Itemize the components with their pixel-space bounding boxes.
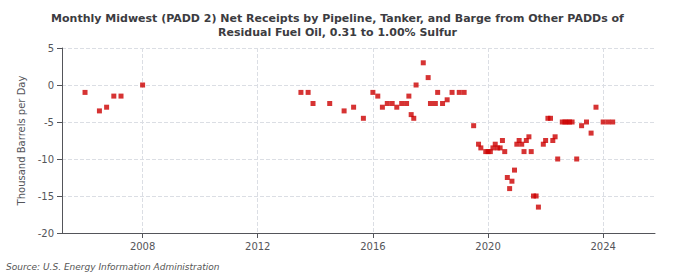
svg-text:2020: 2020 [475,241,500,252]
svg-text:Residual Fuel Oil, 0.31 to 1.0: Residual Fuel Oil, 0.31 to 1.00% Sulfur [218,26,457,39]
svg-text:2024: 2024 [590,241,615,252]
svg-text:-15: -15 [38,191,54,202]
svg-text:2008: 2008 [130,241,155,252]
svg-text:Source: U.S. Energy Informatio: Source: U.S. Energy Information Administ… [6,262,220,272]
svg-text:0: 0 [48,80,54,91]
svg-text:-20: -20 [38,228,54,239]
svg-text:2012: 2012 [245,241,270,252]
svg-text:Monthly Midwest (PADD 2) Net R: Monthly Midwest (PADD 2) Net Receipts by… [51,12,624,25]
svg-text:Thousand Barrels per Day: Thousand Barrels per Day [16,76,27,207]
svg-text:2016: 2016 [360,241,385,252]
svg-text:-5: -5 [44,117,54,128]
svg-text:5: 5 [48,43,54,54]
svg-text:-10: -10 [38,154,54,165]
